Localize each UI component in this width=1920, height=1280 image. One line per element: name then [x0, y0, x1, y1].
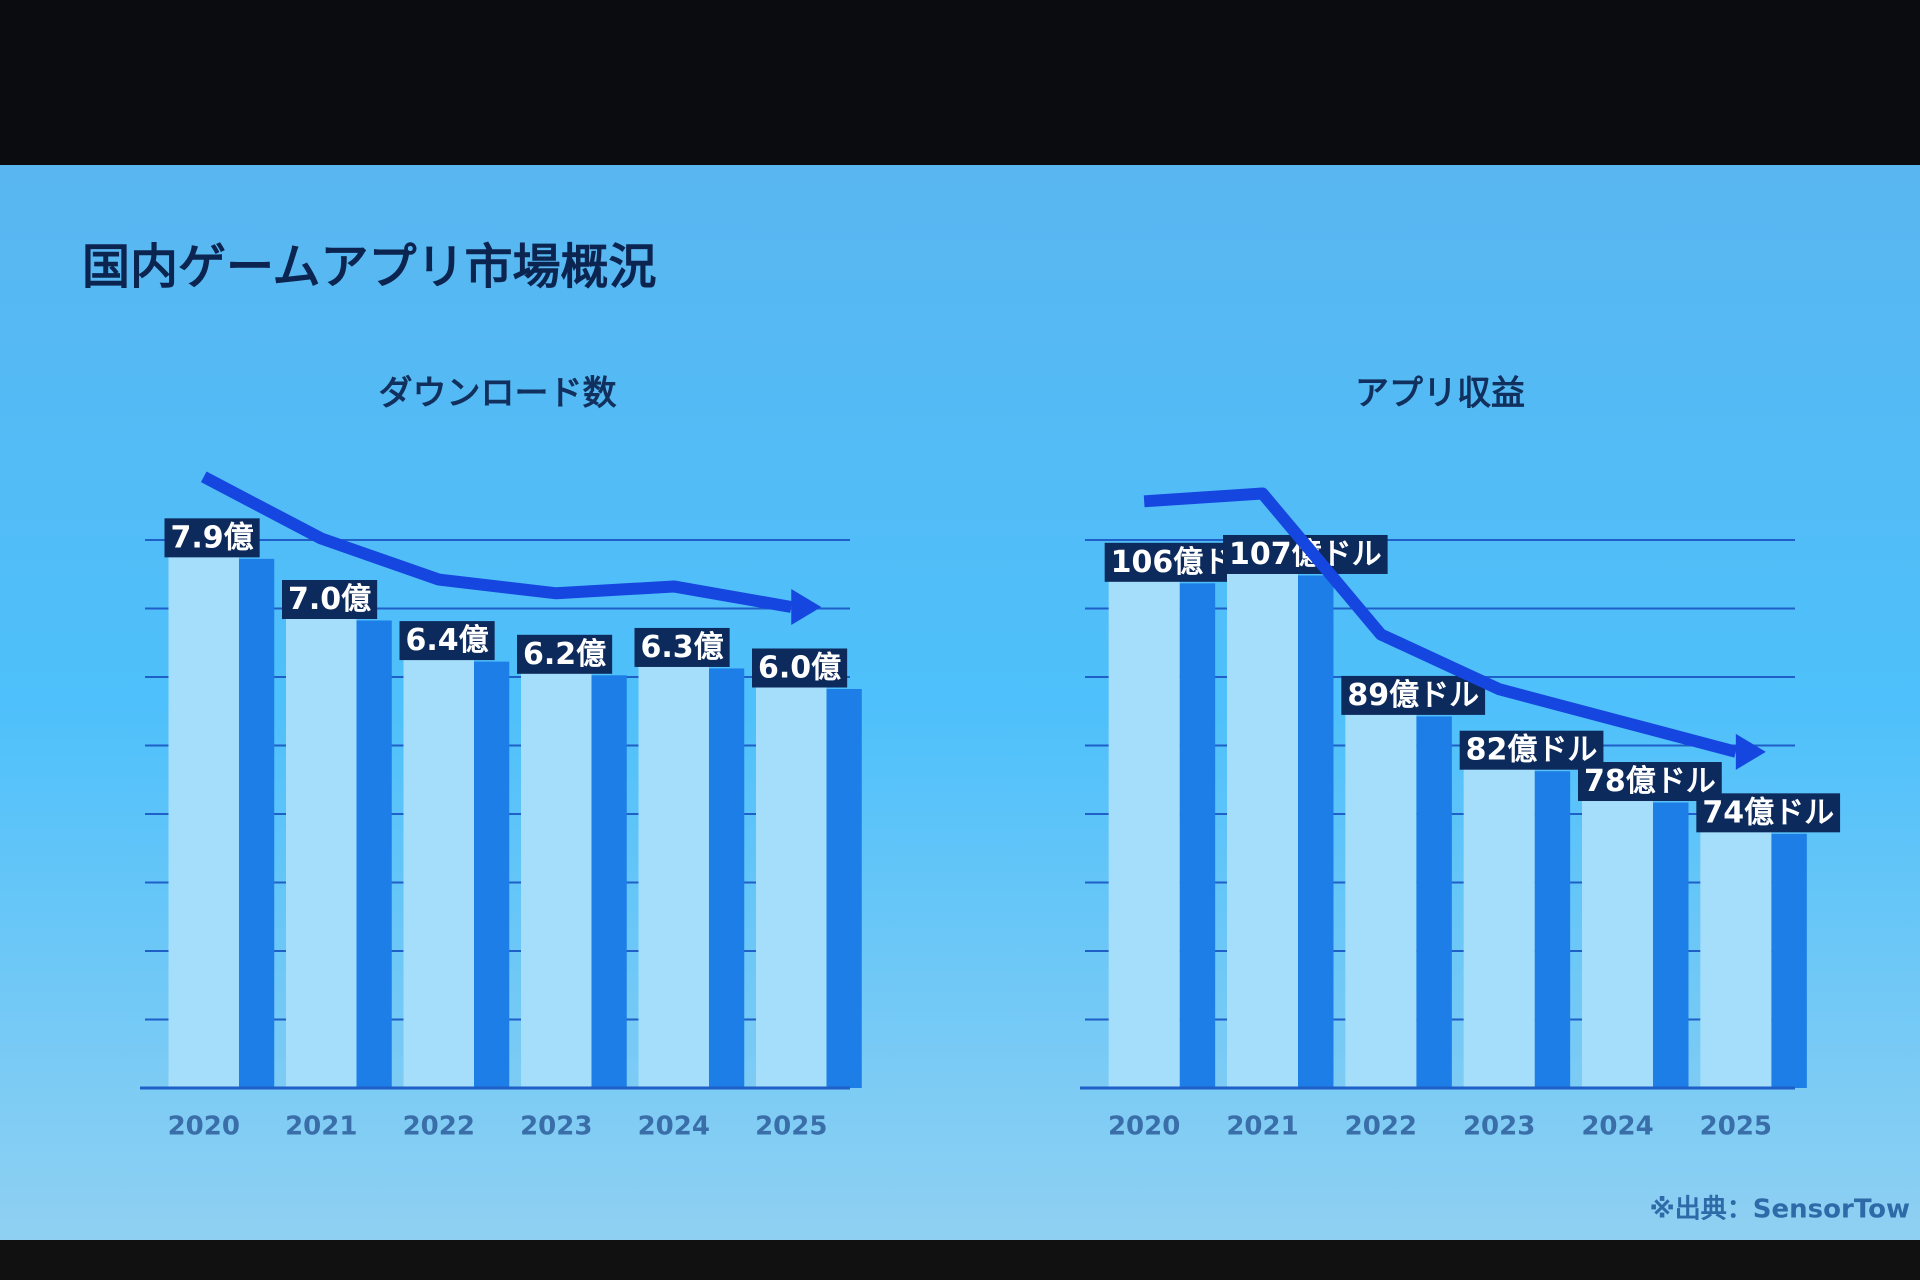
bar-shadow: [1416, 716, 1452, 1088]
bar: [1463, 759, 1535, 1088]
x-tick-label: 2020: [1108, 1112, 1180, 1142]
value-label: 6.4億: [406, 623, 489, 658]
value-label: 7.0億: [288, 582, 371, 617]
bar: [168, 546, 239, 1088]
value-label: 78億ドル: [1584, 764, 1716, 799]
value-label: 89億ドル: [1347, 678, 1479, 713]
value-label: 6.0億: [758, 651, 841, 686]
x-tick-label: 2025: [1700, 1112, 1772, 1142]
bar-shadow: [1298, 575, 1334, 1088]
bar-shadow: [239, 558, 275, 1088]
value-label-box: [1696, 793, 1841, 833]
trend-arrow: [1143, 487, 1738, 758]
bar: [1345, 704, 1417, 1088]
value-label: 6.3億: [641, 630, 724, 665]
bar: [1108, 571, 1180, 1088]
bar: [521, 663, 592, 1088]
bar-shadow: [826, 689, 862, 1088]
bar-shadow: [1653, 802, 1689, 1088]
arrow-head: [791, 589, 822, 625]
ceiling: [0, 0, 1920, 165]
x-tick-label: 2020: [168, 1112, 240, 1142]
value-label-box: [1341, 675, 1486, 715]
x-tick-label: 2021: [1226, 1112, 1298, 1142]
x-tick-label: 2023: [520, 1112, 592, 1142]
value-label-box: [399, 621, 495, 661]
chart-title: ダウンロード数: [379, 374, 617, 414]
value-label: 82億ドル: [1466, 733, 1598, 768]
x-tick-label: 2022: [403, 1112, 475, 1142]
bar: [286, 608, 357, 1088]
bar: [403, 649, 474, 1088]
bar: [1582, 790, 1653, 1088]
bar-shadow: [356, 620, 392, 1088]
x-tick-label: 2024: [638, 1112, 710, 1142]
source: ※出典：SensorTow: [1650, 1195, 1910, 1225]
x-tick-label: 2022: [1345, 1112, 1417, 1142]
x-tick-label: 2024: [1581, 1112, 1653, 1142]
chart-title: アプリ収益: [1355, 374, 1525, 414]
value-label: 6.2億: [523, 637, 606, 672]
x-tick-label: 2021: [285, 1112, 357, 1142]
trend-arrow: [200, 471, 793, 613]
bar-shadow: [474, 661, 510, 1088]
value-label-box: [517, 634, 613, 674]
value-label-box: [634, 627, 730, 667]
value-label: 74億ドル: [1702, 795, 1834, 830]
value-label-box: [282, 580, 378, 619]
bar-shadow: [1771, 833, 1807, 1088]
value-label-box: [164, 518, 260, 558]
value-label-box: [752, 648, 848, 688]
bar: [1700, 821, 1772, 1088]
bar: [638, 656, 709, 1088]
bar-shadow: [709, 668, 745, 1088]
bar: [756, 677, 827, 1088]
floor: [0, 1240, 1920, 1280]
bar-shadow: [591, 675, 627, 1088]
bar-shadow: [1179, 583, 1216, 1088]
x-tick-label: 2023: [1463, 1112, 1535, 1142]
bar-shadow: [1534, 771, 1571, 1088]
x-tick-label: 2025: [755, 1112, 827, 1142]
arrow-head: [1735, 733, 1766, 770]
slide-title: 国内ゲームアプリ市場概況: [82, 239, 657, 295]
bar: [1227, 563, 1298, 1088]
value-label: 7.9億: [171, 520, 254, 555]
